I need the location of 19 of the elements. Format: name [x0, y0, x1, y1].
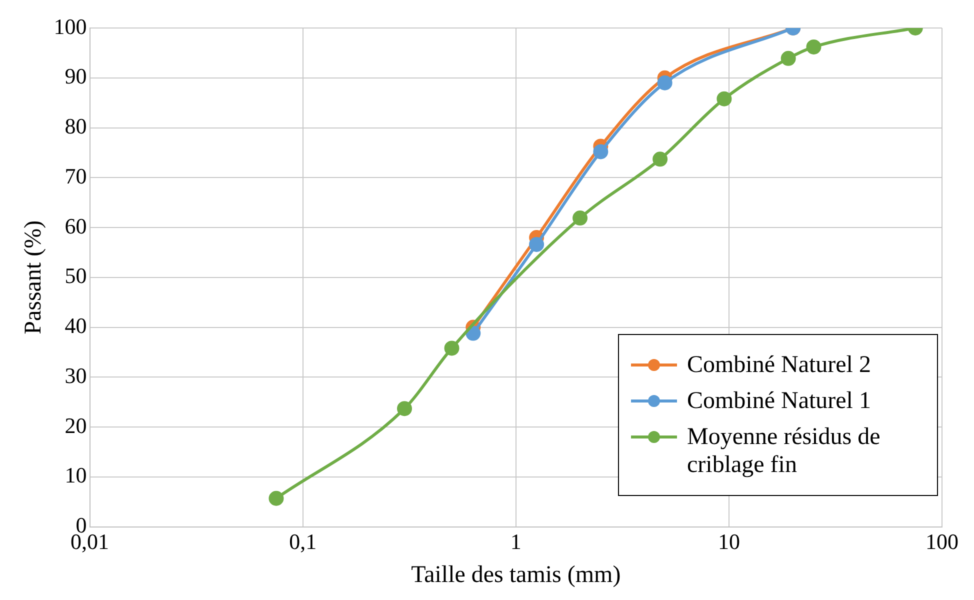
x-axis-title: Taille des tamis (mm)	[411, 562, 621, 588]
y-tick-label: 80	[64, 114, 87, 139]
y-tick-label: 20	[64, 412, 87, 438]
y-tick-label: 40	[64, 313, 87, 338]
x-tick-label: 10	[718, 528, 740, 554]
y-tick-label: 10	[64, 462, 87, 488]
y-tick-label: 30	[64, 362, 87, 388]
y-tick-label: 50	[64, 263, 87, 288]
y-tick-label: 90	[64, 64, 87, 89]
x-tick-label: 100	[926, 528, 958, 554]
legend-label: Moyenne résidus de criblage fin	[687, 423, 882, 479]
y-axis-title: Passant (%)	[20, 220, 47, 334]
x-tick-label: 0,1	[289, 528, 317, 554]
y-tick-label: 70	[64, 163, 87, 188]
x-tick-label: 1	[510, 528, 522, 554]
legend-label: Combiné Naturel 2	[687, 351, 871, 379]
legend-label: Combiné Naturel 1	[687, 387, 871, 415]
y-tick-label: 100	[54, 14, 87, 39]
y-tick-label: 60	[64, 213, 87, 238]
